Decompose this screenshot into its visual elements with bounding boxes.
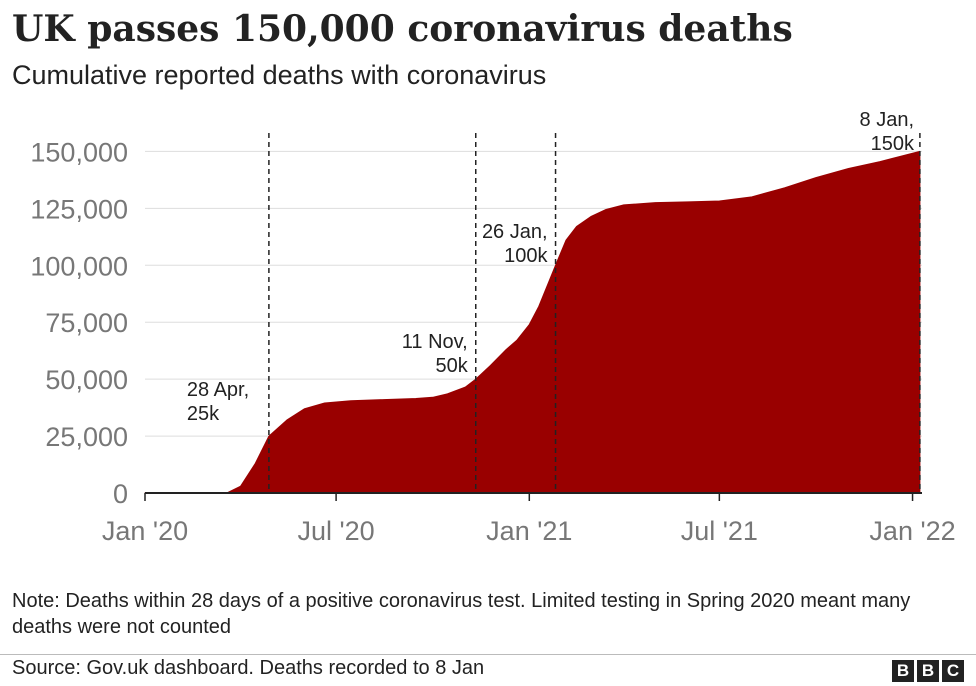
annotation-label: 8 Jan, <box>860 109 914 131</box>
annotation-value: 100k <box>504 245 548 267</box>
y-tick-label: 75,000 <box>45 308 128 338</box>
area-series <box>144 150 921 494</box>
y-tick-label: 0 <box>113 479 128 509</box>
y-tick-label: 150,000 <box>30 137 128 167</box>
chart-subtitle: Cumulative reported deaths with coronavi… <box>12 60 547 90</box>
x-tick-label: Jul '21 <box>681 516 758 546</box>
bbc-logo-letter: C <box>942 660 964 682</box>
footer-divider <box>0 654 976 655</box>
annotation-value: 150k <box>871 133 915 155</box>
y-tick-label: 25,000 <box>45 422 128 452</box>
annotation-value: 25k <box>187 403 220 425</box>
x-tick-label: Jan '22 <box>869 516 955 546</box>
y-tick-label: 125,000 <box>30 194 128 224</box>
annotation-label: 26 Jan, <box>482 221 548 243</box>
bbc-logo: B B C <box>892 660 964 682</box>
x-tick-label: Jul '20 <box>297 516 374 546</box>
bbc-logo-letter: B <box>917 660 939 682</box>
annotation-label: 28 Apr, <box>187 379 249 401</box>
annotation-label: 11 Nov, <box>402 331 468 353</box>
area-chart: 0 25,000 50,000 75,000 100,000 125,000 150,000… <box>30 109 955 546</box>
x-tick-label: Jan '20 <box>102 516 188 546</box>
x-tick-label: Jan '21 <box>486 516 572 546</box>
chart-title: UK passes 150,000 coronavirus deaths <box>12 8 793 50</box>
y-tick-label: 50,000 <box>45 365 128 395</box>
y-tick-label: 100,000 <box>30 251 128 281</box>
chart-note: Note: Deaths within 28 days of a positiv… <box>12 590 911 638</box>
annotation-value: 50k <box>436 355 469 377</box>
bbc-logo-letter: B <box>892 660 914 682</box>
source-text: Source: Gov.uk dashboard. Deaths recorde… <box>12 657 485 679</box>
